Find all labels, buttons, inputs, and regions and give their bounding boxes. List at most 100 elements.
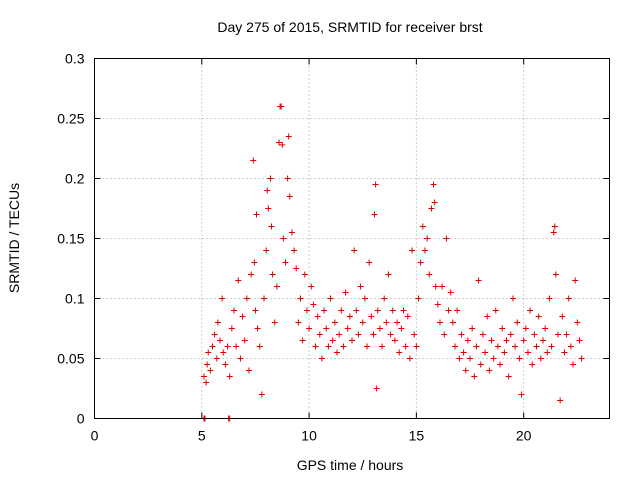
data-point [351, 247, 358, 254]
data-point [359, 319, 366, 326]
data-point [445, 307, 452, 314]
data-point [314, 313, 321, 320]
data-point [409, 247, 416, 254]
x-tick-label: 5 [198, 428, 206, 444]
data-point [340, 343, 347, 350]
data-point [318, 355, 325, 362]
data-point [551, 223, 558, 230]
data-point [237, 355, 244, 362]
data-point [426, 271, 433, 278]
data-point [565, 295, 572, 302]
data-point [224, 343, 231, 350]
data-point [213, 355, 220, 362]
data-point [391, 337, 398, 344]
data-point [561, 349, 568, 356]
data-point [469, 325, 476, 332]
data-point [321, 307, 328, 314]
data-point [563, 331, 570, 338]
data-point [246, 367, 252, 374]
data-point [252, 307, 259, 314]
data-point [452, 343, 458, 350]
data-point [371, 211, 378, 218]
data-point [490, 355, 497, 362]
data-point [419, 223, 426, 230]
data-point [431, 199, 438, 206]
data-point [381, 295, 388, 302]
data-point [512, 343, 519, 350]
data-point [430, 181, 437, 188]
data-point [264, 187, 271, 194]
data-point [368, 313, 375, 320]
data-point [462, 367, 469, 374]
data-point [282, 259, 289, 266]
data-point [325, 343, 332, 350]
data-point [529, 361, 536, 368]
data-point [406, 355, 413, 362]
data-point [537, 355, 544, 362]
y-tick-label: 0.15 [57, 231, 84, 247]
data-point [342, 289, 349, 296]
data-point [539, 337, 546, 344]
data-point [443, 235, 450, 242]
data-point [479, 331, 486, 338]
data-point [366, 259, 373, 266]
data-point [273, 283, 280, 290]
data-point [346, 313, 353, 320]
y-tick-label: 0 [77, 411, 85, 427]
data-point [251, 259, 258, 266]
data-point [488, 337, 495, 344]
data-point [361, 295, 368, 302]
data-point [441, 331, 448, 338]
x-tick-label: 10 [301, 428, 317, 444]
data-point [278, 103, 285, 110]
data-point [546, 295, 553, 302]
data-point [555, 331, 561, 338]
data-point [413, 343, 420, 350]
data-point [552, 271, 559, 278]
data-point [353, 307, 360, 314]
data-point [432, 283, 439, 290]
data-point [492, 307, 499, 314]
data-point [376, 325, 383, 332]
data-point [531, 331, 538, 338]
data-point [267, 175, 274, 182]
data-point [501, 349, 508, 356]
data-point [578, 355, 585, 362]
data-point [297, 295, 304, 302]
data-point [458, 331, 465, 338]
data-point [548, 343, 555, 350]
data-point [357, 283, 364, 290]
data-point [248, 271, 255, 278]
data-point [514, 319, 521, 326]
data-point [484, 313, 491, 320]
data-point [447, 289, 454, 296]
data-point [402, 343, 409, 350]
data-point [524, 349, 531, 356]
data-point [471, 373, 478, 380]
data-point [228, 325, 235, 332]
data-point [211, 331, 218, 338]
data-point [486, 367, 493, 374]
data-point [473, 343, 480, 350]
data-point [475, 277, 482, 284]
data-point [254, 325, 261, 332]
data-point [310, 301, 317, 308]
data-point [404, 313, 411, 320]
data-point [576, 337, 583, 344]
data-point [268, 223, 275, 230]
y-axis-title: SRMTID / TECUs [6, 183, 22, 293]
data-point [421, 247, 428, 254]
data-point [499, 325, 506, 332]
data-point [533, 343, 540, 350]
data-point [411, 331, 418, 338]
data-point [398, 325, 405, 332]
data-point [383, 319, 390, 326]
data-point [355, 331, 362, 338]
data-point [389, 307, 396, 314]
data-point [349, 337, 355, 344]
data-point [327, 295, 334, 302]
x-axis-title: GPS time / hours [297, 457, 404, 473]
grid-lines [94, 58, 610, 419]
y-tick-label: 0.1 [65, 291, 85, 307]
data-point [293, 265, 300, 272]
